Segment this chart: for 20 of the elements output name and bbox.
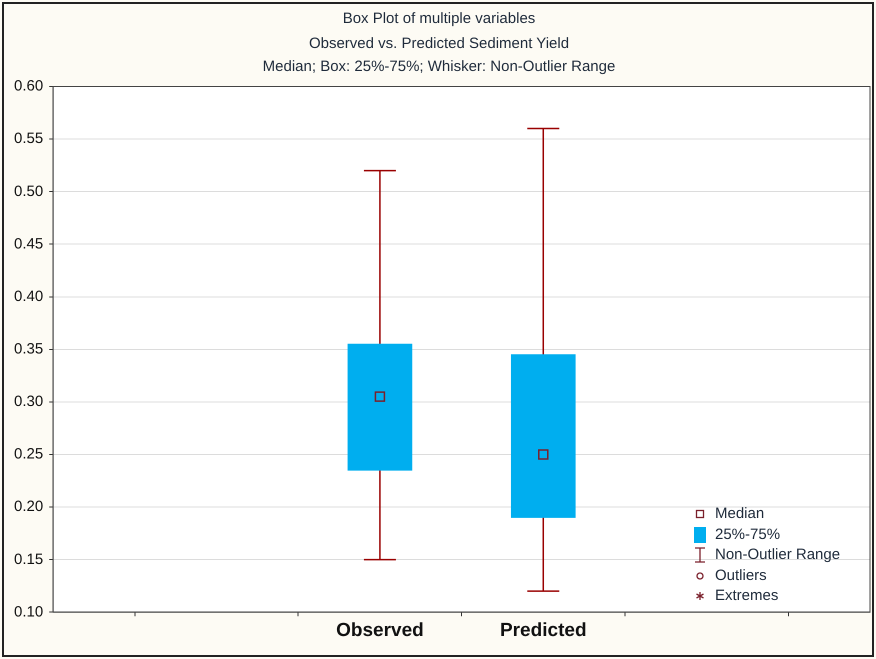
y-tick-label: 0.55 [14,130,44,148]
annotation: Median [715,504,764,524]
annotation: Extremes [715,586,778,606]
y-tick-label: 0.30 [14,393,44,410]
annotation: Outliers [715,566,767,586]
legend-label: 25%-75% [715,524,780,545]
y-tick-label: 0.10 [14,603,44,620]
annotation: Non-Outlier Range [715,545,840,566]
y-tick-label: 0.40 [14,288,44,305]
y-tick-label: 0.50 [14,182,44,200]
y-tick-label: 0.45 [14,235,44,252]
chart-subtitle: Observed vs. Predicted Sediment Yield Median; Box: 25%-75%; Whisker: Non-Outlier Range [262,34,616,76]
y-tick-label: 0.25 [14,446,44,463]
y-tick-label: 0.35 [14,340,44,358]
y-tick-label: 0.60 [14,78,44,95]
y-tick-label: 0.20 [14,498,44,516]
y-tick-label: 0.15 [14,550,44,568]
chart-title: Box Plot of multiple variables [342,10,536,28]
x-tick-label: Observed [336,620,424,641]
x-tick-label: Predicted [500,620,587,641]
